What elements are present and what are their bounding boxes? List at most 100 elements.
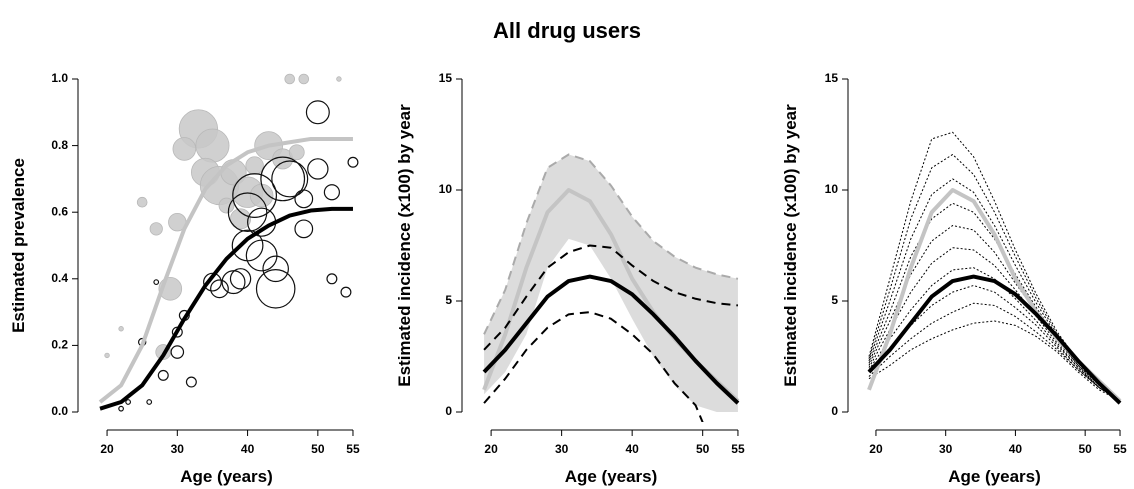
x-tick-label: 50 bbox=[1078, 442, 1092, 456]
x-tick-label: 50 bbox=[696, 442, 710, 456]
x-tick-label: 55 bbox=[346, 442, 360, 456]
bubble bbox=[227, 192, 268, 233]
x-tick-label: 20 bbox=[484, 442, 498, 456]
curve bbox=[868, 131, 1121, 402]
y-tick-label: 0.0 bbox=[51, 404, 68, 418]
bubble bbox=[153, 279, 160, 286]
bubble bbox=[195, 128, 230, 163]
bubble bbox=[146, 399, 153, 405]
bubble bbox=[203, 272, 222, 292]
bubble bbox=[118, 405, 125, 412]
curve bbox=[868, 302, 1121, 402]
bubble bbox=[305, 100, 330, 125]
x-tick-label: 30 bbox=[555, 442, 569, 456]
plot-area bbox=[98, 73, 359, 412]
y-tick-label: 0.4 bbox=[51, 271, 68, 285]
y-tick-label: 10 bbox=[825, 182, 839, 196]
y-axis-label: Estimated incidence (x100) by year bbox=[395, 104, 414, 387]
bubble bbox=[118, 326, 124, 332]
bubble bbox=[185, 376, 197, 388]
bubble bbox=[229, 268, 252, 290]
bubble bbox=[284, 73, 296, 85]
bubble bbox=[136, 196, 148, 208]
y-tick-label: 0 bbox=[445, 404, 452, 418]
x-tick-label: 40 bbox=[1009, 442, 1023, 456]
bubble bbox=[149, 222, 163, 236]
y-tick-label: 0.6 bbox=[51, 204, 68, 218]
figure-title: All drug users bbox=[493, 18, 641, 43]
y-tick-label: 0.2 bbox=[51, 338, 68, 352]
bubble bbox=[245, 156, 264, 175]
bubble bbox=[172, 137, 197, 161]
curve bbox=[868, 153, 1121, 402]
x-tick-label: 40 bbox=[625, 442, 639, 456]
panel: 0 5 10 15 20 30 40 50 55 Age (years) Estimated inc… bbox=[781, 71, 1127, 486]
bubble bbox=[336, 76, 342, 82]
x-tick-label: 55 bbox=[1113, 442, 1127, 456]
bubble bbox=[104, 352, 110, 359]
curve bbox=[868, 247, 1121, 402]
bubble bbox=[340, 286, 352, 298]
y-tick-label: 10 bbox=[439, 182, 453, 196]
bubble bbox=[271, 160, 309, 198]
y-tick-label: 15 bbox=[439, 71, 453, 85]
bubble bbox=[323, 184, 340, 201]
bubble bbox=[232, 173, 278, 218]
plot-area bbox=[482, 153, 740, 422]
curve bbox=[99, 206, 353, 411]
y-axis-label: Estimated prevalence bbox=[9, 158, 28, 333]
bubble bbox=[294, 219, 314, 239]
bubble bbox=[249, 183, 274, 208]
curve bbox=[483, 244, 739, 351]
curve bbox=[482, 274, 740, 405]
panel: 0.0 0.2 0.4 0.6 0.8 1.0 20 30 40 50 55 Age (years) E… bbox=[9, 71, 360, 486]
bubble bbox=[326, 273, 338, 285]
bubble bbox=[260, 156, 306, 202]
y-tick-label: 15 bbox=[825, 71, 839, 85]
bubble bbox=[218, 197, 235, 214]
x-tick-label: 55 bbox=[731, 442, 745, 456]
x-axis-label: Age (years) bbox=[180, 467, 273, 486]
y-tick-label: 5 bbox=[445, 293, 452, 307]
curve bbox=[868, 267, 1121, 402]
bubble bbox=[157, 369, 169, 381]
x-tick-label: 40 bbox=[241, 442, 255, 456]
y-axis-label: Estimated incidence (x100) by year bbox=[781, 104, 800, 387]
bubble bbox=[347, 156, 359, 168]
confidence-band bbox=[484, 154, 738, 413]
bubble bbox=[288, 144, 305, 161]
bubble bbox=[255, 268, 296, 309]
y-tick-label: 0.8 bbox=[51, 138, 68, 152]
curve bbox=[868, 320, 1121, 402]
bubble bbox=[294, 189, 314, 209]
bubble bbox=[210, 279, 229, 299]
bubble bbox=[262, 255, 289, 283]
bubble bbox=[125, 399, 132, 405]
bubble bbox=[307, 158, 329, 180]
curve bbox=[98, 136, 353, 404]
y-tick-label: 5 bbox=[831, 293, 838, 307]
x-tick-label: 30 bbox=[171, 442, 185, 456]
x-tick-label: 50 bbox=[311, 442, 325, 456]
bubble bbox=[231, 229, 264, 262]
x-axis-label: Age (years) bbox=[565, 467, 658, 486]
curve bbox=[867, 274, 1122, 405]
bubble bbox=[170, 345, 185, 359]
y-tick-label: 0 bbox=[831, 404, 838, 418]
panel: 0 5 10 15 20 30 40 50 55 Age (years) Estimated inc… bbox=[395, 71, 745, 486]
curve bbox=[868, 284, 1121, 402]
bubble bbox=[298, 73, 310, 85]
y-tick-label: 1.0 bbox=[51, 71, 68, 85]
x-tick-label: 20 bbox=[100, 442, 114, 456]
x-tick-label: 20 bbox=[869, 442, 883, 456]
band-upper-edge bbox=[483, 153, 739, 335]
bubble bbox=[230, 208, 252, 230]
curve bbox=[868, 225, 1121, 402]
bubble bbox=[245, 239, 278, 272]
plot-area bbox=[867, 131, 1122, 405]
x-tick-label: 30 bbox=[939, 442, 953, 456]
bubble bbox=[221, 270, 246, 295]
x-axis-label: Age (years) bbox=[948, 467, 1041, 486]
curve bbox=[483, 311, 704, 422]
